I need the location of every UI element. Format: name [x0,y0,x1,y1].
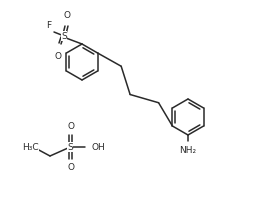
Text: H₃C: H₃C [22,143,38,152]
Text: S: S [61,31,67,40]
Text: NH₂: NH₂ [179,146,197,155]
Text: O: O [68,122,75,131]
Text: O: O [63,11,70,20]
Text: O: O [54,52,61,61]
Text: OH: OH [92,143,106,152]
Text: S: S [67,143,73,152]
Text: O: O [68,163,75,172]
Text: F: F [46,21,51,30]
